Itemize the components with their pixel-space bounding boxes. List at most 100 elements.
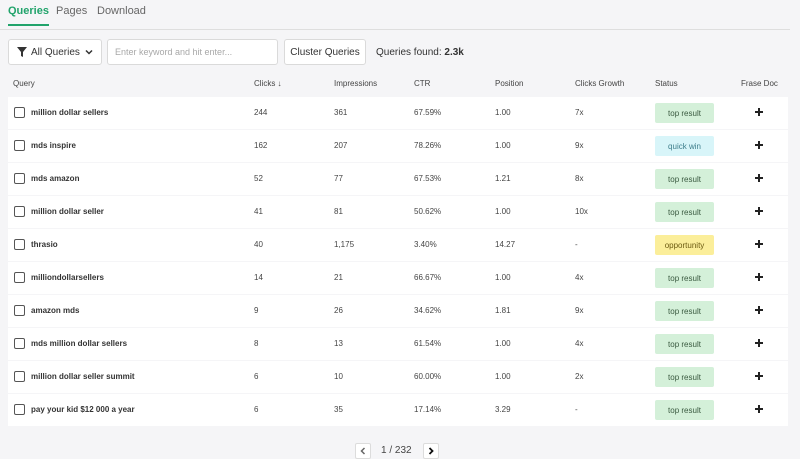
clicks-value: 40 (254, 240, 263, 249)
impressions-value: 77 (334, 174, 343, 183)
row-checkbox[interactable] (14, 140, 25, 151)
impressions-value: 35 (334, 405, 343, 414)
query-text[interactable]: million dollar seller (31, 207, 104, 216)
row-checkbox[interactable] (14, 239, 25, 250)
chevron-right-icon (428, 447, 434, 455)
table-row: million dollar seller summit 6 10 60.00%… (8, 361, 788, 393)
query-text[interactable]: million dollar sellers (31, 108, 109, 117)
status-badge: top result (655, 301, 714, 321)
row-checkbox[interactable] (14, 206, 25, 217)
table-row: thrasio 40 1,175 3.40% 14.27 - opportuni… (8, 229, 788, 261)
plus-icon[interactable] (754, 404, 764, 414)
filter-icon (17, 47, 27, 57)
status-badge: top result (655, 268, 714, 288)
column-ctr[interactable]: CTR (414, 79, 431, 88)
row-checkbox[interactable] (14, 371, 25, 382)
tab-bar: Queries Pages Download (0, 0, 790, 30)
ctr-value: 61.54% (414, 339, 442, 348)
position-value: 1.00 (495, 207, 511, 216)
query-text[interactable]: milliondollarsellers (31, 273, 104, 282)
table-row: milliondollarsellers 14 21 66.67% 1.00 4… (8, 262, 788, 294)
position-value: 1.00 (495, 273, 511, 282)
query-text[interactable]: pay your kid $12 000 a year (31, 405, 135, 414)
plus-icon[interactable] (754, 140, 764, 150)
position-value: 1.00 (495, 372, 511, 381)
table-row: million dollar sellers 244 361 67.59% 1.… (8, 97, 788, 129)
query-text[interactable]: thrasio (31, 240, 58, 249)
clicks-growth-value: 9x (575, 306, 584, 315)
query-text[interactable]: amazon mds (31, 306, 80, 315)
clicks-growth-value: - (575, 240, 578, 249)
tab-download[interactable]: Download (97, 5, 146, 17)
clicks-growth-value: 4x (575, 339, 584, 348)
clicks-growth-value: 10x (575, 207, 588, 216)
impressions-value: 10 (334, 372, 343, 381)
clicks-value: 9 (254, 306, 259, 315)
clicks-value: 8 (254, 339, 259, 348)
next-page-button[interactable] (423, 443, 439, 459)
impressions-value: 1,175 (334, 240, 355, 249)
table-row: million dollar seller 41 81 50.62% 1.00 … (8, 196, 788, 228)
query-text[interactable]: mds inspire (31, 141, 76, 150)
column-impressions[interactable]: Impressions (334, 79, 378, 88)
plus-icon[interactable] (754, 272, 764, 282)
query-text[interactable]: mds amazon (31, 174, 80, 183)
column-query[interactable]: Query (13, 79, 35, 88)
plus-icon[interactable] (754, 239, 764, 249)
status-badge: top result (655, 202, 714, 222)
status-badge: top result (655, 400, 714, 420)
clicks-value: 244 (254, 108, 268, 117)
ctr-value: 50.62% (414, 207, 442, 216)
clicks-growth-value: 9x (575, 141, 584, 150)
position-value: 3.29 (495, 405, 511, 414)
clicks-value: 52 (254, 174, 263, 183)
tab-queries[interactable]: Queries (8, 5, 49, 26)
row-checkbox[interactable] (14, 338, 25, 349)
query-text[interactable]: million dollar seller summit (31, 372, 135, 381)
plus-icon[interactable] (754, 206, 764, 216)
table-row: mds amazon 52 77 67.53% 1.21 8x top resu… (8, 163, 788, 195)
table-row: pay your kid $12 000 a year 6 35 17.14% … (8, 394, 788, 426)
impressions-value: 26 (334, 306, 343, 315)
status-badge: opportunity (655, 235, 714, 255)
prev-page-button[interactable] (355, 443, 371, 459)
clicks-value: 6 (254, 405, 259, 414)
row-checkbox[interactable] (14, 404, 25, 415)
ctr-value: 66.67% (414, 273, 442, 282)
tab-pages[interactable]: Pages (56, 5, 88, 17)
cluster-queries-button[interactable]: Cluster Queries (284, 39, 366, 65)
impressions-value: 207 (334, 141, 348, 150)
plus-icon[interactable] (754, 338, 764, 348)
plus-icon[interactable] (754, 107, 764, 117)
clicks-growth-value: 2x (575, 372, 584, 381)
row-checkbox[interactable] (14, 173, 25, 184)
query-filter-dropdown[interactable]: All Queries (8, 39, 102, 65)
ctr-value: 60.00% (414, 372, 442, 381)
plus-icon[interactable] (754, 371, 764, 381)
column-position[interactable]: Position (495, 79, 524, 88)
position-value: 1.00 (495, 339, 511, 348)
row-checkbox[interactable] (14, 107, 25, 118)
position-value: 1.00 (495, 108, 511, 117)
clicks-growth-value: - (575, 405, 578, 414)
plus-icon[interactable] (754, 305, 764, 315)
column-clicks-growth[interactable]: Clicks Growth (575, 79, 625, 88)
queries-found-count: Queries found: 2.3k (376, 47, 464, 58)
row-checkbox[interactable] (14, 272, 25, 283)
keyword-search-input[interactable] (107, 39, 278, 65)
impressions-value: 13 (334, 339, 343, 348)
position-value: 1.21 (495, 174, 511, 183)
clicks-growth-value: 7x (575, 108, 584, 117)
ctr-value: 78.26% (414, 141, 442, 150)
plus-icon[interactable] (754, 173, 764, 183)
column-status: Status (655, 79, 678, 88)
status-badge: quick win (655, 136, 714, 156)
column-clicks[interactable]: Clicks ↓ (254, 79, 282, 88)
row-checkbox[interactable] (14, 305, 25, 316)
impressions-value: 361 (334, 108, 348, 117)
ctr-value: 67.59% (414, 108, 442, 117)
query-filter-label: All Queries (31, 46, 80, 58)
table-row: mds million dollar sellers 8 13 61.54% 1… (8, 328, 788, 360)
query-text[interactable]: mds million dollar sellers (31, 339, 128, 348)
chevron-left-icon (360, 447, 366, 455)
